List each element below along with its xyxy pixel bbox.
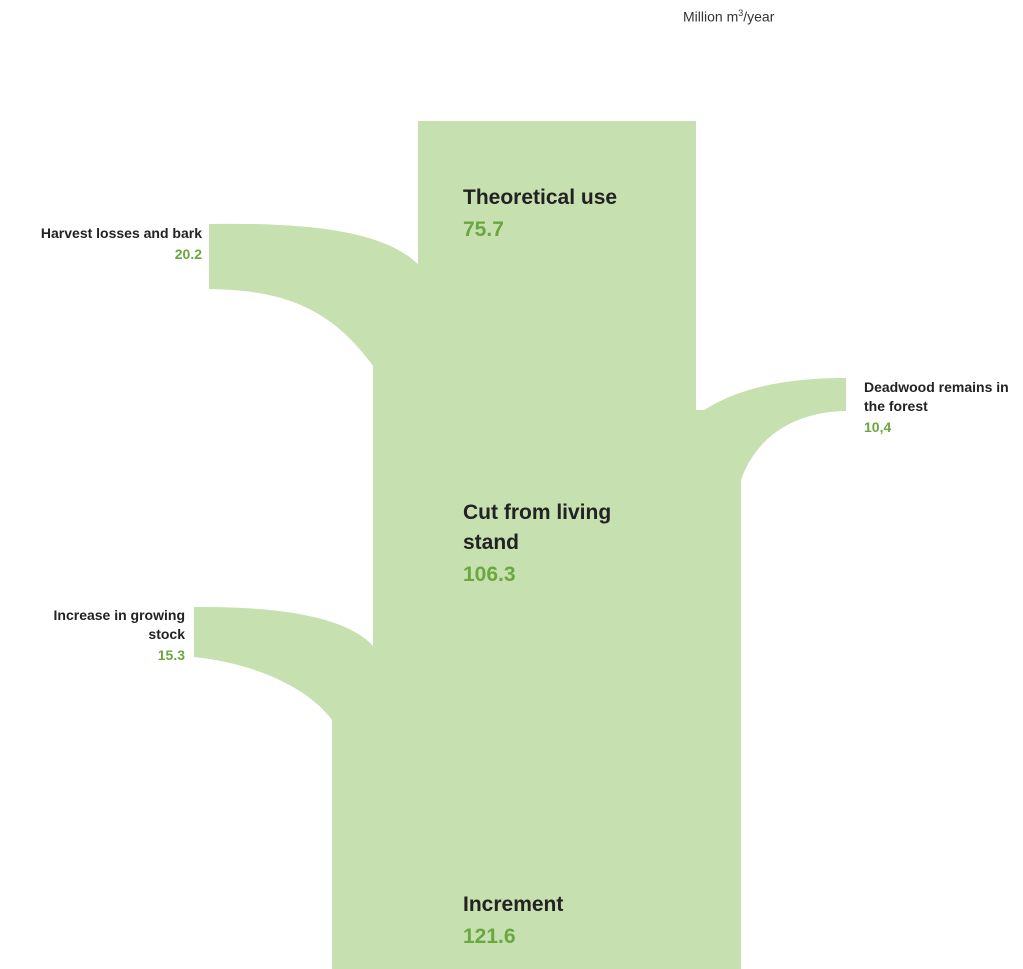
harvest-losses-flow	[209, 223, 420, 420]
cut-from-living-stand-value: 106.3	[463, 563, 516, 586]
increase-growing-stock-value: 15.3	[157, 647, 185, 663]
unit-superscript: 3	[738, 8, 744, 18]
cut-from-living-stand-title: Cut from living stand	[463, 501, 612, 554]
harvest-losses-value: 20.2	[174, 246, 202, 262]
theoretical-use-value: 75.7	[463, 218, 504, 241]
cut-from-living-stand-label: Cut from living stand 106.3	[463, 498, 643, 590]
deadwood-title: Deadwood remains in the forest	[864, 379, 1009, 414]
deadwood-label: Deadwood remains in the forest 10,4	[864, 378, 1019, 437]
increment-label: Increment 121.6	[463, 890, 693, 952]
harvest-losses-title: Harvest losses and bark	[40, 225, 202, 241]
unit-prefix: Million m	[683, 8, 739, 25]
cut-from-living-stand-flow	[373, 410, 741, 650]
theoretical-use-title: Theoretical use	[463, 186, 618, 209]
increase-growing-stock-title: Increase in growing stock	[53, 607, 185, 642]
unit-label: Million m3/year	[683, 8, 774, 25]
increment-flow	[332, 646, 741, 969]
trunk-connector	[373, 360, 696, 414]
increase-growing-stock-flow	[194, 606, 373, 720]
increment-value: 121.6	[463, 925, 516, 948]
increment-title: Increment	[463, 893, 564, 916]
increase-growing-stock-label: Increase in growing stock 15.3	[40, 606, 185, 665]
deadwood-value: 10,4	[864, 419, 892, 435]
theoretical-use-label: Theoretical use 75.7	[463, 183, 693, 245]
unit-suffix: /year	[743, 8, 775, 25]
deadwood-flow	[696, 378, 846, 480]
harvest-losses-label: Harvest losses and bark 20.2	[2, 224, 202, 264]
